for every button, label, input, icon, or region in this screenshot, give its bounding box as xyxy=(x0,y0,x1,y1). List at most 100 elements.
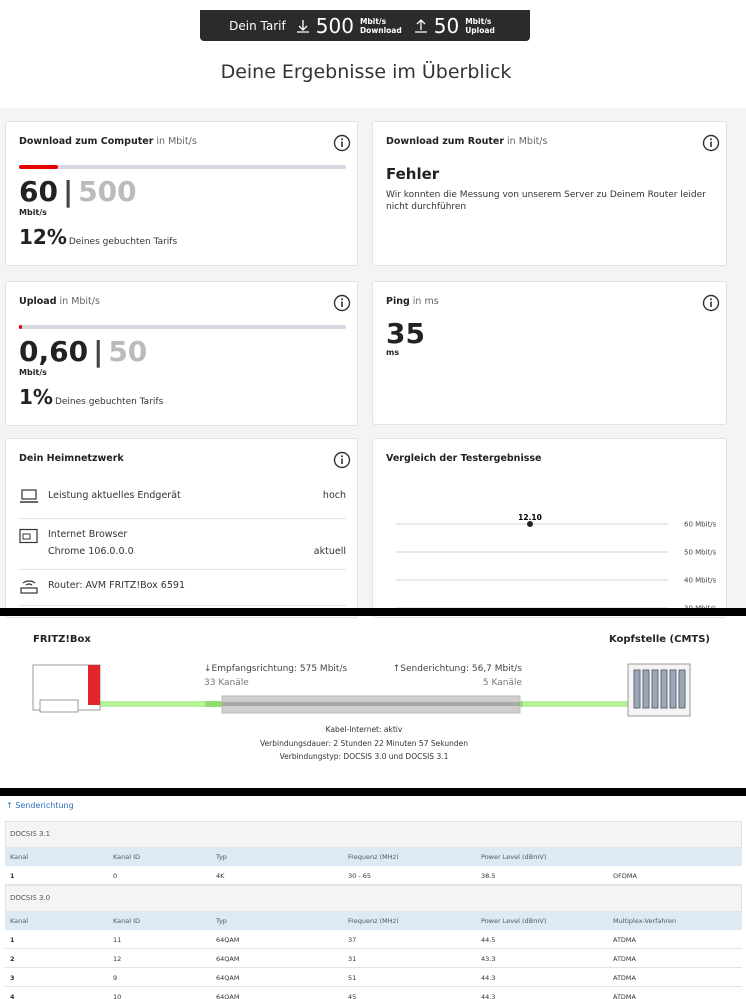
info-circle xyxy=(333,134,351,152)
speed-unit: Mbit/s xyxy=(19,368,47,377)
header-cell: Frequenz (MHz) xyxy=(348,917,399,925)
section-row: DOCSIS 3.1 xyxy=(5,821,742,848)
table-cell: 0 xyxy=(113,872,118,880)
card-title-unit: in Mbit/s xyxy=(59,296,100,307)
info-circle xyxy=(333,451,351,469)
page-title: Deine Ergebnisse im Überblick xyxy=(220,61,512,83)
router-icon xyxy=(20,580,38,594)
header-row: Kanal Kanal ID Typ Frequenz (MHz) Power Leve… xyxy=(5,912,742,930)
info-dot xyxy=(341,455,343,458)
browser-icon xyxy=(19,528,38,544)
info-dot xyxy=(710,138,712,141)
info-icon xyxy=(333,451,351,469)
info-icon xyxy=(702,294,720,312)
network-row-status: hoch xyxy=(322,490,346,501)
table-cell: 4K xyxy=(216,872,225,880)
card-title-text: Upload xyxy=(19,296,57,307)
table-cell: 30 - 65 xyxy=(348,872,372,880)
table-cell: 11 xyxy=(113,936,122,944)
ping-card: Ping in ms 35 ms xyxy=(372,281,727,425)
y-tick-label: 40 Mbit/s xyxy=(684,577,717,585)
table-cell: 37 xyxy=(348,936,357,944)
info-circle xyxy=(702,294,720,312)
speed-unit: Mbit/s xyxy=(19,208,47,217)
table-cell: 10 xyxy=(113,993,122,999)
card-title-text: Dein Heimnetzwerk xyxy=(19,453,124,464)
table-cell: 12 xyxy=(113,955,122,963)
percent-text: Deines gebuchten Tarifs xyxy=(68,237,178,247)
upload-unit: Mbit/s xyxy=(465,16,492,26)
section-row: DOCSIS 3.0 xyxy=(5,885,742,912)
card-title: Vergleich der Testergebnisse xyxy=(386,453,541,464)
info-dot xyxy=(341,138,343,141)
table-cell: OFDMA xyxy=(613,872,637,880)
table-cell: ATDMA xyxy=(613,936,636,944)
router-stand xyxy=(39,699,79,713)
progress-track xyxy=(19,165,346,169)
cmts-slot xyxy=(651,669,659,709)
cmts-slot xyxy=(678,669,686,709)
speed-max: 500 xyxy=(78,175,137,208)
card-title: Dein Heimnetzwerk xyxy=(19,453,124,464)
table-cell: 43.3 xyxy=(481,955,496,963)
download-speed: 500 xyxy=(315,13,354,38)
divider-band xyxy=(0,788,746,796)
upload-unit-stack: Mbit/s Upload xyxy=(465,17,495,35)
header-cell: Power Level (dBmV) xyxy=(481,853,547,861)
table-cell: ATDMA xyxy=(613,955,636,963)
card-title-text: Download zum Router xyxy=(386,136,505,147)
ping-value: 35 xyxy=(386,317,425,350)
percent-value: 1% xyxy=(19,385,53,409)
header-cell: Kanal ID xyxy=(113,917,141,925)
table-cell: ATDMA xyxy=(613,974,636,982)
downstream-speed: ↓Empfangsrichtung: 575 Mbit/s xyxy=(204,664,348,674)
separator xyxy=(19,569,346,570)
table-cell: 4 xyxy=(10,993,15,999)
point-label: 12.10 xyxy=(518,513,542,522)
header-cell: Frequenz (MHz) xyxy=(348,853,399,861)
progress-fill xyxy=(19,325,23,329)
speed-card: Download zum Computer in Mbit/s 60 | 500 Mbit… xyxy=(5,121,358,266)
error-status: Fehler xyxy=(386,165,440,183)
header-cell: Kanal xyxy=(10,917,29,925)
card-title: Ping in ms xyxy=(386,296,439,307)
speed-values: 0,60 | 50 xyxy=(19,335,147,368)
card-title: Download zum Computer in Mbit/s xyxy=(19,136,197,147)
tariff-banner: Dein Tarif 500 Mbit/s Download 50 Mbit/s Uploa… xyxy=(200,10,530,41)
upload-label: Upload xyxy=(465,25,495,35)
download-icon xyxy=(296,19,309,33)
network-row-label: Router: AVM FRITZ!Box 6591 xyxy=(48,580,185,591)
cmts-slot xyxy=(669,669,677,709)
table-cell: 2 xyxy=(10,955,15,963)
download-label: Download xyxy=(359,25,402,35)
percent-row: 12% Deines gebuchten Tarifs xyxy=(19,225,177,249)
info-circle xyxy=(702,134,720,152)
table-row: 2 12 64QAM 31 43.3 ATDMA xyxy=(5,949,742,968)
info-icon xyxy=(333,294,351,312)
table-cell: 1 xyxy=(10,936,15,944)
percent-text: Deines gebuchten Tarifs xyxy=(54,397,164,407)
tariff-label: Dein Tarif xyxy=(229,18,286,33)
comparison-card: Vergleich der Testergebnisse 60 Mbit/s 50 … xyxy=(372,438,727,618)
table-cell: 51 xyxy=(348,974,357,982)
arrow xyxy=(414,18,427,33)
ping-unit: ms xyxy=(386,348,400,357)
header-cell: Typ xyxy=(216,853,227,861)
table-row: 1 0 4K 30 - 65 38.5 OFDMA xyxy=(5,866,742,885)
download-unit: Mbit/s xyxy=(359,16,387,26)
comparison-chart: 60 Mbit/s50 Mbit/s40 Mbit/s30 Mbit/s12.1… xyxy=(396,513,717,613)
network-row-label: Leistung aktuelles Endgerät xyxy=(48,490,181,501)
waves xyxy=(22,580,36,586)
downstream-channels: 33 Kanäle xyxy=(204,678,249,688)
info-dot xyxy=(710,298,712,301)
card-title-unit: in Mbit/s xyxy=(507,136,548,147)
upstream-channels: 5 Kanäle xyxy=(482,678,522,688)
connection-info: Verbindungstyp: DOCSIS 3.0 und DOCSIS 3.… xyxy=(279,752,449,761)
speed-values: 60 | 500 xyxy=(19,175,137,208)
table-cell: 44.3 xyxy=(481,993,496,999)
header-cell: Kanal xyxy=(10,853,29,861)
senderichtung-link[interactable]: ↑ Senderichtung xyxy=(6,801,74,810)
table-cell: 1 xyxy=(10,872,15,880)
separator xyxy=(19,605,346,606)
